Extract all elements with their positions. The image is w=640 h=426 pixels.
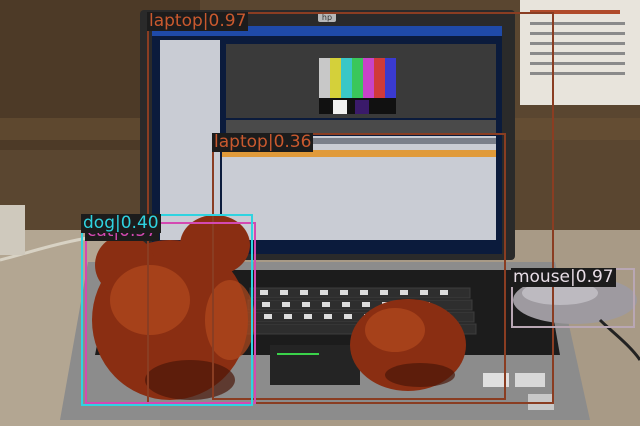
laptop-brand-logo: hp <box>322 13 332 22</box>
detection-label: laptop|0.97 <box>147 11 249 31</box>
label-separator: | <box>570 266 576 287</box>
detection-class: mouse <box>512 266 571 287</box>
detection-box-dog: dog|0.40 <box>81 212 253 406</box>
label-separator: | <box>115 212 121 233</box>
detection-score: 0.40 <box>120 212 159 233</box>
detection-label: laptop|0.36 <box>212 131 314 152</box>
detection-score: 0.97 <box>575 266 614 287</box>
detection-class: laptop <box>214 131 268 152</box>
detection-box-laptop: laptop|0.36 <box>212 131 506 400</box>
detection-box-mouse: mouse|0.97 <box>510 266 635 328</box>
label-separator: | <box>267 131 274 152</box>
detection-score: 0.36 <box>273 131 312 152</box>
detection-label: dog|0.40 <box>81 212 161 233</box>
detection-class: dog <box>83 212 115 233</box>
label-separator: | <box>202 11 209 31</box>
detection-class: laptop <box>149 11 203 31</box>
detection-box-laptop: laptop|0.97 <box>147 12 554 404</box>
detection-score: 0.97 <box>208 11 247 31</box>
detection-label: mouse|0.97 <box>510 266 616 287</box>
